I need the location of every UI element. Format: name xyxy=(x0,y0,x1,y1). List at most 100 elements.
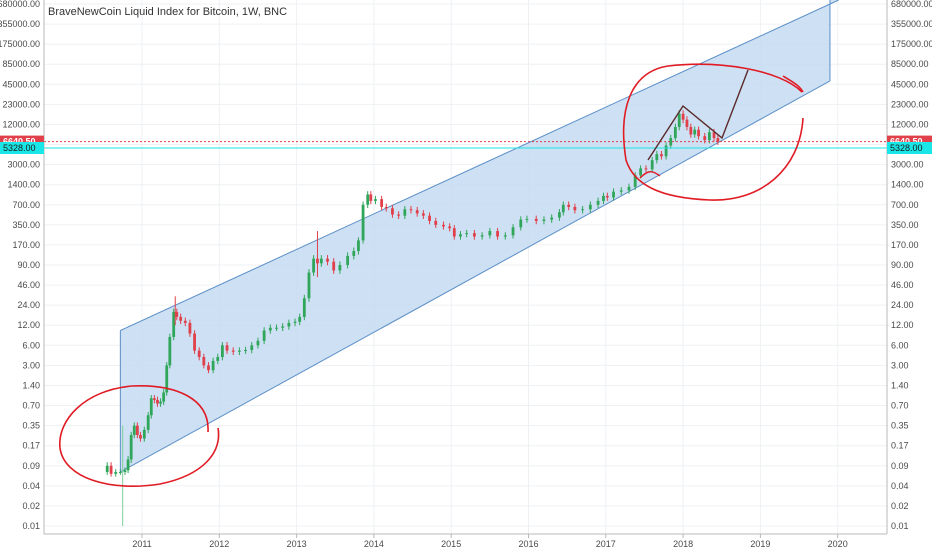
y-tick-label-right: 355000.00 xyxy=(891,19,932,29)
candle-body xyxy=(126,459,130,471)
y-tick-label-right: 12000.00 xyxy=(891,119,929,129)
candle-body xyxy=(448,226,452,229)
candle-body xyxy=(275,327,278,329)
candle-body xyxy=(581,209,585,211)
y-tick-label-left: 0.70 xyxy=(22,401,40,411)
y-tick-label-right: 24.00 xyxy=(891,300,914,310)
price-badge-label: 5328.00 xyxy=(3,143,36,153)
candle-body xyxy=(202,357,206,366)
candle-body xyxy=(465,233,469,235)
candle-body xyxy=(605,195,609,198)
candle-body xyxy=(602,195,605,201)
candle-body xyxy=(244,350,247,352)
candle-body xyxy=(588,204,592,210)
candle-body xyxy=(511,227,515,236)
y-tick-label-right: 0.70 xyxy=(891,401,909,411)
candle-body xyxy=(612,191,615,198)
candle-body xyxy=(685,119,689,127)
candle-body xyxy=(397,214,401,216)
candle-body xyxy=(298,316,302,322)
x-tick-label: 2014 xyxy=(364,539,384,549)
candle-body xyxy=(542,219,546,221)
candle-body xyxy=(293,321,297,323)
y-tick-label-right: 45000.00 xyxy=(891,79,929,89)
candle-body xyxy=(681,113,685,120)
y-axis-left: 680000.00 355000.00 175000.00 85000.00 45000… xyxy=(0,0,40,531)
y-tick-label-left: 700.00 xyxy=(12,200,40,210)
candle-body xyxy=(361,204,365,241)
candle-body xyxy=(357,240,360,252)
y-tick-label-left: 85000.00 xyxy=(2,59,40,69)
x-tick-label: 2017 xyxy=(596,539,616,549)
candle-body xyxy=(193,333,196,351)
candle-body xyxy=(567,204,571,207)
candle-body xyxy=(152,398,156,400)
candle-body xyxy=(434,220,438,225)
candle-body xyxy=(109,465,113,474)
candle-body xyxy=(146,415,150,430)
candle-body xyxy=(703,136,707,141)
candle-body xyxy=(488,231,492,236)
candle-body xyxy=(503,235,507,237)
candle-body xyxy=(573,206,577,211)
candle-body xyxy=(655,154,659,161)
y-tick-label-right: 0.17 xyxy=(891,441,909,451)
candle-body xyxy=(188,322,192,334)
candle-body xyxy=(558,212,561,218)
candle-body xyxy=(262,330,266,341)
annotation-mark xyxy=(782,75,804,93)
candle-body xyxy=(673,126,677,139)
candle-body xyxy=(689,126,693,135)
candle-body xyxy=(142,429,146,439)
candle-body xyxy=(596,200,600,205)
candles xyxy=(105,110,720,526)
y-tick-label-left: 23000.00 xyxy=(2,99,40,109)
y-tick-label-left: 6.00 xyxy=(22,340,40,350)
candle-body xyxy=(149,398,153,416)
candle-body xyxy=(220,345,224,358)
y-tick-label-left: 355000.00 xyxy=(0,19,40,29)
candle-body xyxy=(442,224,445,227)
candle-body xyxy=(627,186,631,191)
y-tick-label-right: 0.35 xyxy=(891,421,909,431)
candle-body xyxy=(123,470,127,472)
candle-body xyxy=(302,298,306,317)
candle-body xyxy=(332,261,336,271)
candle-body xyxy=(374,199,377,201)
y-tick-label-left: 350.00 xyxy=(12,220,40,230)
price-badge xyxy=(0,141,44,154)
y-tick-label-right: 90.00 xyxy=(891,260,914,270)
y-tick-label-left: 12000.00 xyxy=(2,119,40,129)
y-tick-label-left: 0.02 xyxy=(22,501,40,511)
channel-lower-line xyxy=(120,80,831,473)
x-tick-label: 2011 xyxy=(132,539,151,549)
chart-title: BraveNewCoin Liquid Index for Bitcoin, 1… xyxy=(48,6,287,18)
candle-body xyxy=(619,190,623,192)
candle-body xyxy=(346,255,350,265)
x-tick-label: 2019 xyxy=(750,539,770,549)
candle-body xyxy=(664,145,668,157)
candle-body xyxy=(352,251,356,256)
candle-body xyxy=(156,399,159,404)
candle-body xyxy=(326,258,329,262)
candle-body xyxy=(415,210,419,214)
candle-body xyxy=(207,365,210,371)
candle-body xyxy=(211,360,215,371)
candle-body xyxy=(716,138,720,142)
channel-upper-line xyxy=(120,0,839,331)
candle-body xyxy=(677,113,681,127)
candle-body xyxy=(525,218,529,220)
y-tick-label-right: 46.00 xyxy=(891,280,914,290)
y-tick-label-left: 0.04 xyxy=(22,481,40,491)
candle-body xyxy=(165,365,169,393)
y-tick-label-left: 0.09 xyxy=(22,461,40,471)
candle-body xyxy=(179,316,183,321)
y-tick-label-left: 45000.00 xyxy=(2,79,40,89)
price-badge-label: 5328.00 xyxy=(890,143,923,153)
candle-body xyxy=(105,465,109,472)
candle-body xyxy=(550,217,554,220)
candle-body xyxy=(409,209,413,211)
y-tick-label-right: 0.01 xyxy=(891,521,909,531)
candle-body xyxy=(256,340,260,346)
